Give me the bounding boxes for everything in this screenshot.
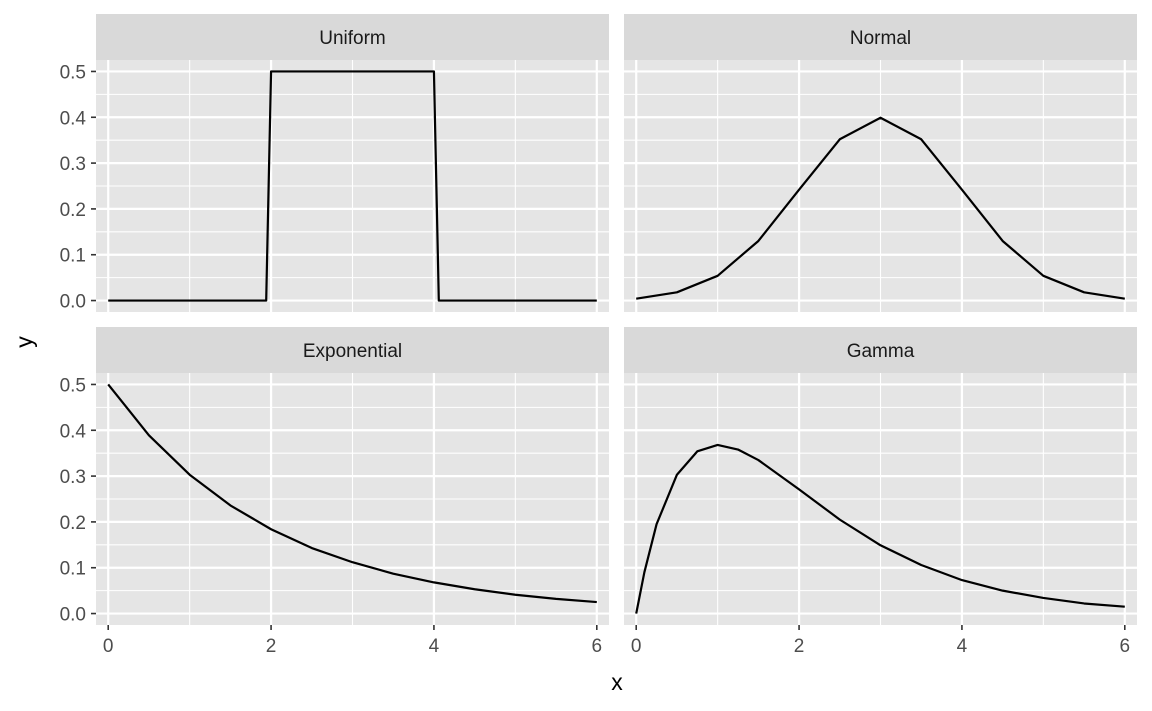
strip-background [96, 14, 609, 60]
y-tick-label: 0.4 [60, 108, 87, 129]
y-tick-label: 0.3 [60, 154, 86, 175]
strip-background [624, 14, 1137, 60]
series-line-normal [636, 116, 1125, 300]
strip-background [96, 327, 609, 373]
y-axis-title: y [11, 336, 37, 348]
x-tick-label: 2 [794, 636, 805, 657]
series-line-uniform [108, 70, 597, 302]
panel-exponential: Exponential 0.0 0.1 0.2 0.3 0.4 0.5 0 2 4 6 [60, 327, 609, 657]
strip-background [624, 327, 1137, 373]
x-tick-label: 0 [631, 636, 642, 657]
y-tick-label: 0.3 [60, 467, 86, 488]
y-tick-label: 0.5 [60, 375, 86, 396]
x-tick-label: 4 [957, 636, 968, 657]
x-tick-label: 2 [266, 636, 277, 657]
panel-normal: Normal [624, 14, 1137, 312]
y-tick-label: 0.4 [60, 421, 87, 442]
x-axis-title: x [611, 669, 623, 695]
y-tick-label: 0.2 [60, 513, 86, 534]
panel-uniform: Uniform 0.0 0.1 0.2 0.3 0.4 0.5 [60, 14, 609, 313]
y-tick-label: 0.0 [60, 605, 86, 626]
strip-label: Uniform [319, 28, 386, 49]
x-tick-label: 6 [591, 636, 602, 657]
panel-gamma: Gamma 0 2 4 6 [624, 327, 1137, 657]
x-tick-label: 6 [1119, 636, 1130, 657]
y-tick-label: 0.5 [60, 62, 86, 83]
y-tick-label: 0.2 [60, 200, 86, 221]
series-line-exponential [107, 383, 597, 604]
x-tick-label: 4 [429, 636, 440, 657]
y-tick-label: 0.1 [60, 559, 86, 580]
series-line-gamma [635, 443, 1125, 614]
x-tick-label: 0 [103, 636, 114, 657]
strip-label: Normal [850, 28, 911, 49]
strip-label: Gamma [847, 341, 915, 362]
strip-label: Exponential [303, 341, 402, 362]
y-tick-label: 0.0 [60, 292, 86, 313]
y-tick-label: 0.1 [60, 246, 86, 267]
